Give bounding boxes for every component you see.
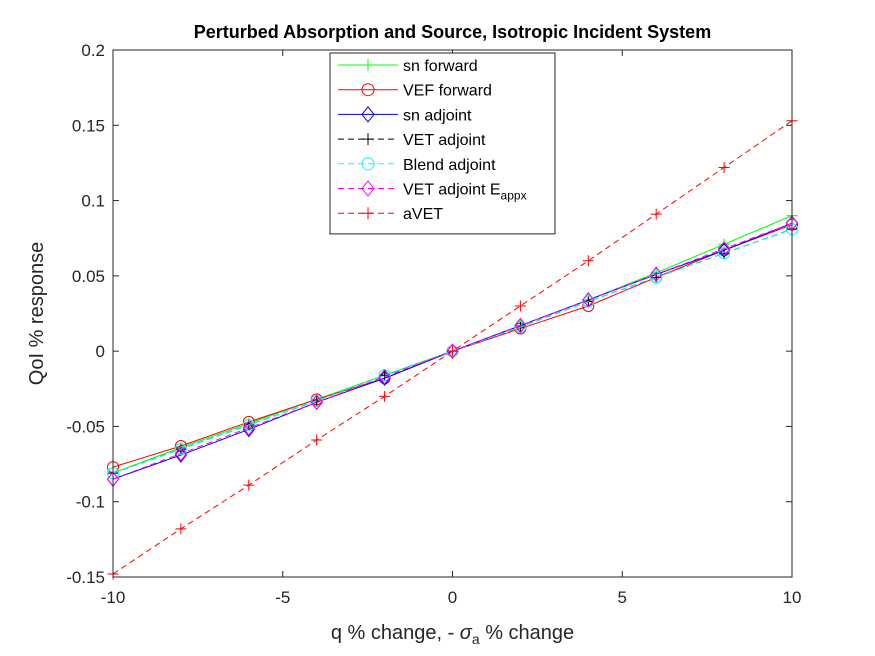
tick-layer: -10 -5 0 5 10 -0.15 -0.1 -0.05 0 0.05 0.1 0.15 0.2 xyxy=(66,41,801,607)
legend-entry: VET adjoint xyxy=(338,132,486,149)
y-tick-label: 0 xyxy=(96,342,105,361)
series-layer xyxy=(106,115,799,580)
y-tick-label: -0.15 xyxy=(66,568,105,587)
legend-entry: Blend adjoint xyxy=(338,157,496,174)
x-tick-label: 0 xyxy=(448,588,457,607)
legend: sn forward VEF forward sn adjoint VET adjoi… xyxy=(329,52,556,235)
y-tick-label: -0.1 xyxy=(76,493,105,512)
diamond-marker xyxy=(582,292,595,308)
chart-title: Perturbed Absorption and Source, Isotrop… xyxy=(194,22,711,42)
y-tick-label: 0.15 xyxy=(72,116,105,135)
diamond-marker xyxy=(717,240,731,257)
x-tick-label: -10 xyxy=(101,588,126,607)
diamond-marker xyxy=(242,421,255,438)
plus-marker xyxy=(175,523,187,535)
diamond-marker xyxy=(378,370,391,387)
y-tick-label: -0.05 xyxy=(66,417,105,436)
x-tick-label: 5 xyxy=(618,588,627,607)
circle-marker xyxy=(361,157,375,171)
legend-label: aVET xyxy=(403,206,443,223)
x-axis-label-symbol: σ xyxy=(460,622,473,644)
legend-entry: VEF forward xyxy=(338,83,492,100)
x-axis-label-main: q % change, - xyxy=(331,622,460,644)
plus-marker xyxy=(718,161,730,173)
circle-marker xyxy=(650,271,663,284)
legend-label: VET adjoint Eappx xyxy=(403,182,527,203)
plus-marker xyxy=(362,207,374,220)
circle-marker xyxy=(174,443,187,456)
circle-marker xyxy=(718,247,731,260)
plus-marker xyxy=(582,255,594,267)
y-axis-label: QoI % response xyxy=(26,242,48,385)
diamond-marker xyxy=(361,180,375,197)
legend-label: Blend adjoint xyxy=(403,157,496,174)
x-axis-label: q % change, - σa % change xyxy=(331,622,574,647)
plus-marker xyxy=(650,208,662,220)
legend-label: VET adjoint xyxy=(403,132,486,149)
x-tick-label: 10 xyxy=(783,588,802,607)
diamond-marker xyxy=(514,317,527,334)
y-tick-label: 0.2 xyxy=(81,41,105,60)
circle-marker xyxy=(242,418,255,431)
legend-entry: aVET xyxy=(338,206,443,223)
legend-label: sn adjoint xyxy=(403,107,472,124)
plus-marker xyxy=(514,300,526,312)
legend-entry: sn adjoint xyxy=(338,106,472,124)
diamond-marker xyxy=(174,445,188,462)
diamond-marker xyxy=(650,266,663,283)
legend-items: sn forward VEF forward sn adjoint VET adjoi… xyxy=(338,58,527,223)
plus-marker xyxy=(311,434,323,446)
circle-marker xyxy=(361,83,375,97)
legend-entry: sn forward xyxy=(338,58,478,75)
x-tick-label: -5 xyxy=(275,588,290,607)
plus-marker xyxy=(718,247,730,259)
plus-marker xyxy=(362,59,374,71)
series-line xyxy=(112,120,793,575)
plus-marker xyxy=(362,133,374,146)
x-axis-label-subscript: a xyxy=(472,631,480,647)
legend-entry: VET adjoint Eappx xyxy=(338,180,527,203)
plus-marker xyxy=(447,345,458,357)
diamond-marker xyxy=(310,394,323,411)
legend-label: sn forward xyxy=(403,58,478,75)
diamond-marker xyxy=(361,106,375,123)
y-tick-label: 0.1 xyxy=(81,192,105,211)
diamond-marker xyxy=(378,368,391,385)
plus-marker xyxy=(379,390,391,402)
x-axis-label-tail: % change xyxy=(480,622,575,644)
plus-marker xyxy=(243,479,255,491)
diamond-marker xyxy=(242,420,255,436)
y-tick-label: 0.05 xyxy=(72,267,105,286)
legend-label: VEF forward xyxy=(403,83,492,100)
